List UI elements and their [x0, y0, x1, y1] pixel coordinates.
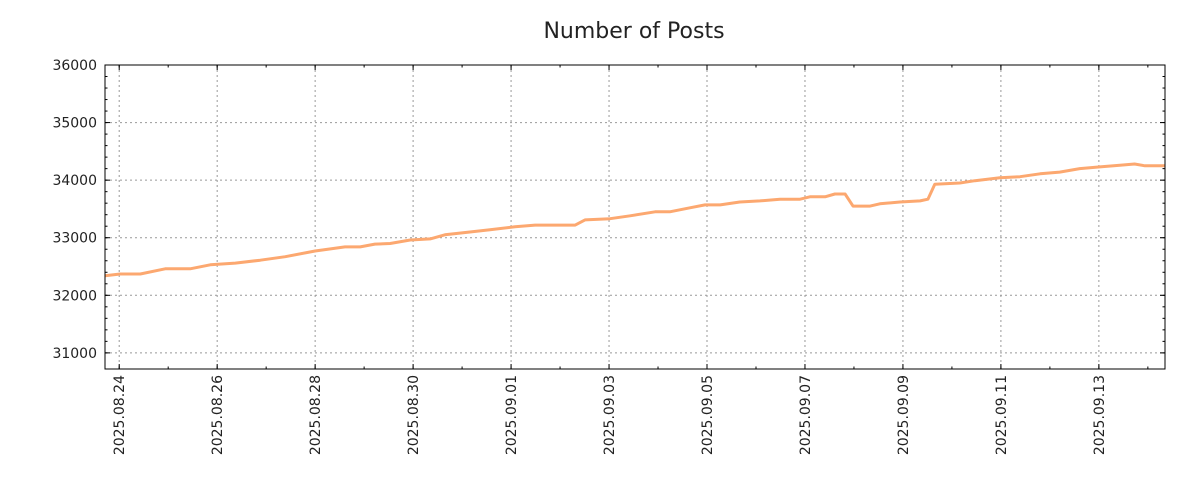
y-tick-label: 35000: [52, 116, 97, 132]
x-tick-label: 2025.09.07: [798, 375, 814, 455]
y-tick-label: 36000: [52, 58, 97, 74]
y-tick-label: 32000: [52, 288, 97, 304]
axis-ticks: 2025.08.24 2025.08.26 2025.08.28 2025.08.30…: [52, 58, 1165, 455]
x-tick-label: 2025.08.28: [308, 375, 324, 455]
x-tick-label: 2025.09.11: [994, 375, 1010, 455]
plot-frame: [104, 64, 1166, 370]
x-tick-label: 2025.09.05: [700, 375, 716, 455]
chart-title: Number of Posts: [543, 19, 724, 44]
grid: [105, 64, 1165, 369]
x-tick-label: 2025.09.03: [602, 375, 618, 455]
y-tick-label: 31000: [52, 346, 97, 362]
y-tick-label: 34000: [52, 173, 97, 189]
x-tick-label: 2025.08.24: [112, 375, 128, 455]
x-tick-label: 2025.09.13: [1092, 375, 1108, 455]
x-tick-label: 2025.08.26: [210, 375, 226, 455]
x-tick-label: 2025.09.09: [896, 375, 912, 455]
x-tick-label: 2025.09.01: [504, 375, 520, 455]
y-tick-label: 33000: [52, 231, 97, 247]
x-tick-label: 2025.08.30: [406, 375, 422, 455]
series-line: [104, 162, 1165, 278]
